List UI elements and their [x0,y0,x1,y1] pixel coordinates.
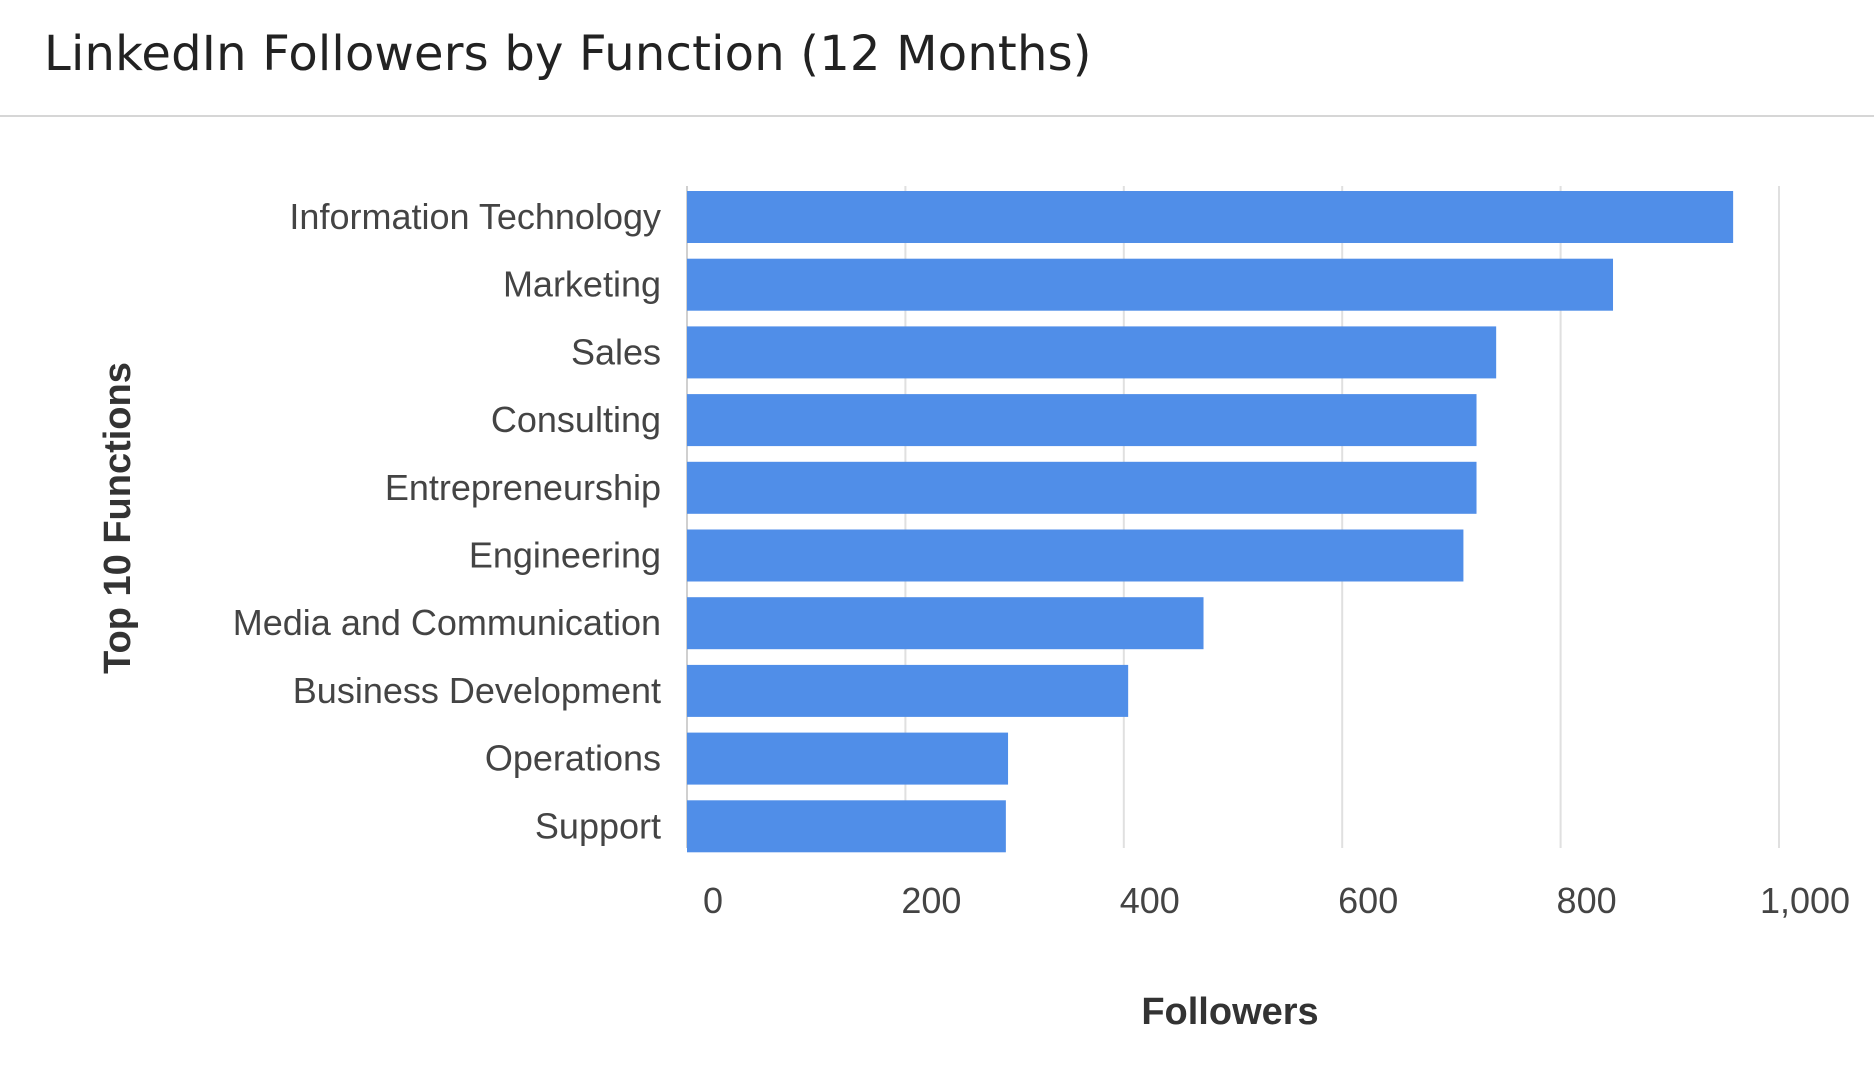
x-axis-title: Followers [1141,991,1318,1033]
x-tick-labels: 0 200 400 600 800 1,000 [703,880,1850,921]
widget-header: LinkedIn Followers by Function (12 Month… [0,0,1874,117]
bar-entrepreneurship[interactable] [687,461,1477,514]
x-tick-label: 0 [703,880,723,921]
x-tick-label: 600 [1338,880,1398,921]
category-label: Information Technology [289,196,661,237]
category-label: Support [535,805,661,846]
category-label: Engineering [469,535,661,576]
bar-information-technology[interactable] [687,191,1734,243]
bar-support[interactable] [687,800,1006,853]
category-label: Marketing [503,264,661,305]
bar-sales[interactable] [687,326,1497,379]
bar-marketing[interactable] [687,258,1614,311]
bar-consulting[interactable] [687,394,1477,447]
y-axis-title: Top 10 Functions [97,362,139,674]
category-label: Operations [485,738,661,779]
bar-engineering[interactable] [687,529,1464,582]
bar-operations[interactable] [687,732,1009,785]
x-tick-label: 800 [1557,880,1617,921]
category-label: Business Development [293,670,661,711]
x-tick-label: 200 [901,880,961,921]
category-label: Entrepreneurship [385,467,661,508]
category-label: Sales [571,331,661,372]
x-tick-label: 400 [1120,880,1180,921]
category-label: Media and Communication [233,602,661,643]
bars [687,191,1734,853]
chart-title: LinkedIn Followers by Function (12 Month… [44,26,1092,82]
category-labels: Information Technology Marketing Sales Cons… [233,196,661,846]
x-tick-label: 1,000 [1760,880,1850,921]
bar-media-and-communication[interactable] [687,597,1204,650]
category-label: Consulting [491,399,661,440]
bar-business-development[interactable] [687,664,1129,717]
